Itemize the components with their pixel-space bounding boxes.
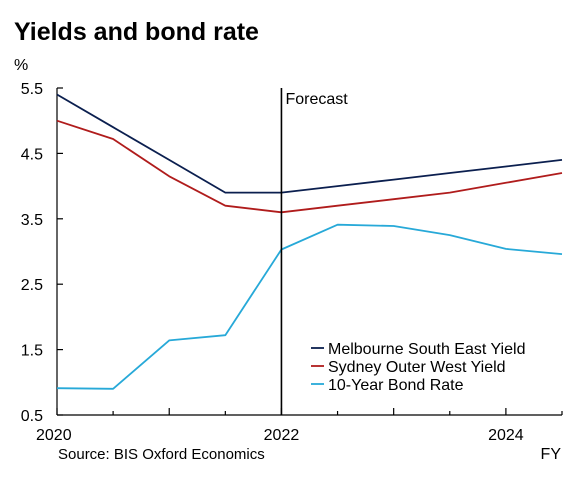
y-tick-label: 0.5: [21, 408, 43, 425]
legend-label: Melbourne South East Yield: [328, 341, 525, 358]
x-axis-ticks: 2020 2022 2024: [36, 408, 563, 444]
x-tick-label: 2024: [488, 427, 524, 444]
y-tick-label: 2.5: [21, 277, 43, 294]
chart-title: Yields and bond rate: [14, 18, 259, 46]
legend-label: Sydney Outer West Yield: [328, 359, 506, 376]
series-line-2: [56, 119, 563, 214]
y-tick-label: 1.5: [21, 343, 43, 360]
x-tick-label: 2022: [264, 427, 300, 444]
series-line-1: [56, 93, 563, 194]
series-line-3: [56, 223, 563, 390]
y-axis-unit: %: [14, 57, 28, 74]
x-axis-unit: FY: [541, 446, 562, 463]
y-tick-label: 5.5: [21, 81, 43, 98]
series-lines: [56, 93, 563, 390]
y-tick-label: 3.5: [21, 212, 43, 229]
forecast-label: Forecast: [285, 91, 348, 108]
source-note: Source: BIS Oxford Economics: [58, 446, 265, 463]
y-axis-ticks: 0.5 1.5 2.5 3.5 4.5 5.5: [21, 81, 63, 425]
legend-label: 10-Year Bond Rate: [328, 377, 464, 394]
x-tick-label: 2020: [36, 427, 72, 444]
y-tick-label: 4.5: [21, 146, 43, 163]
